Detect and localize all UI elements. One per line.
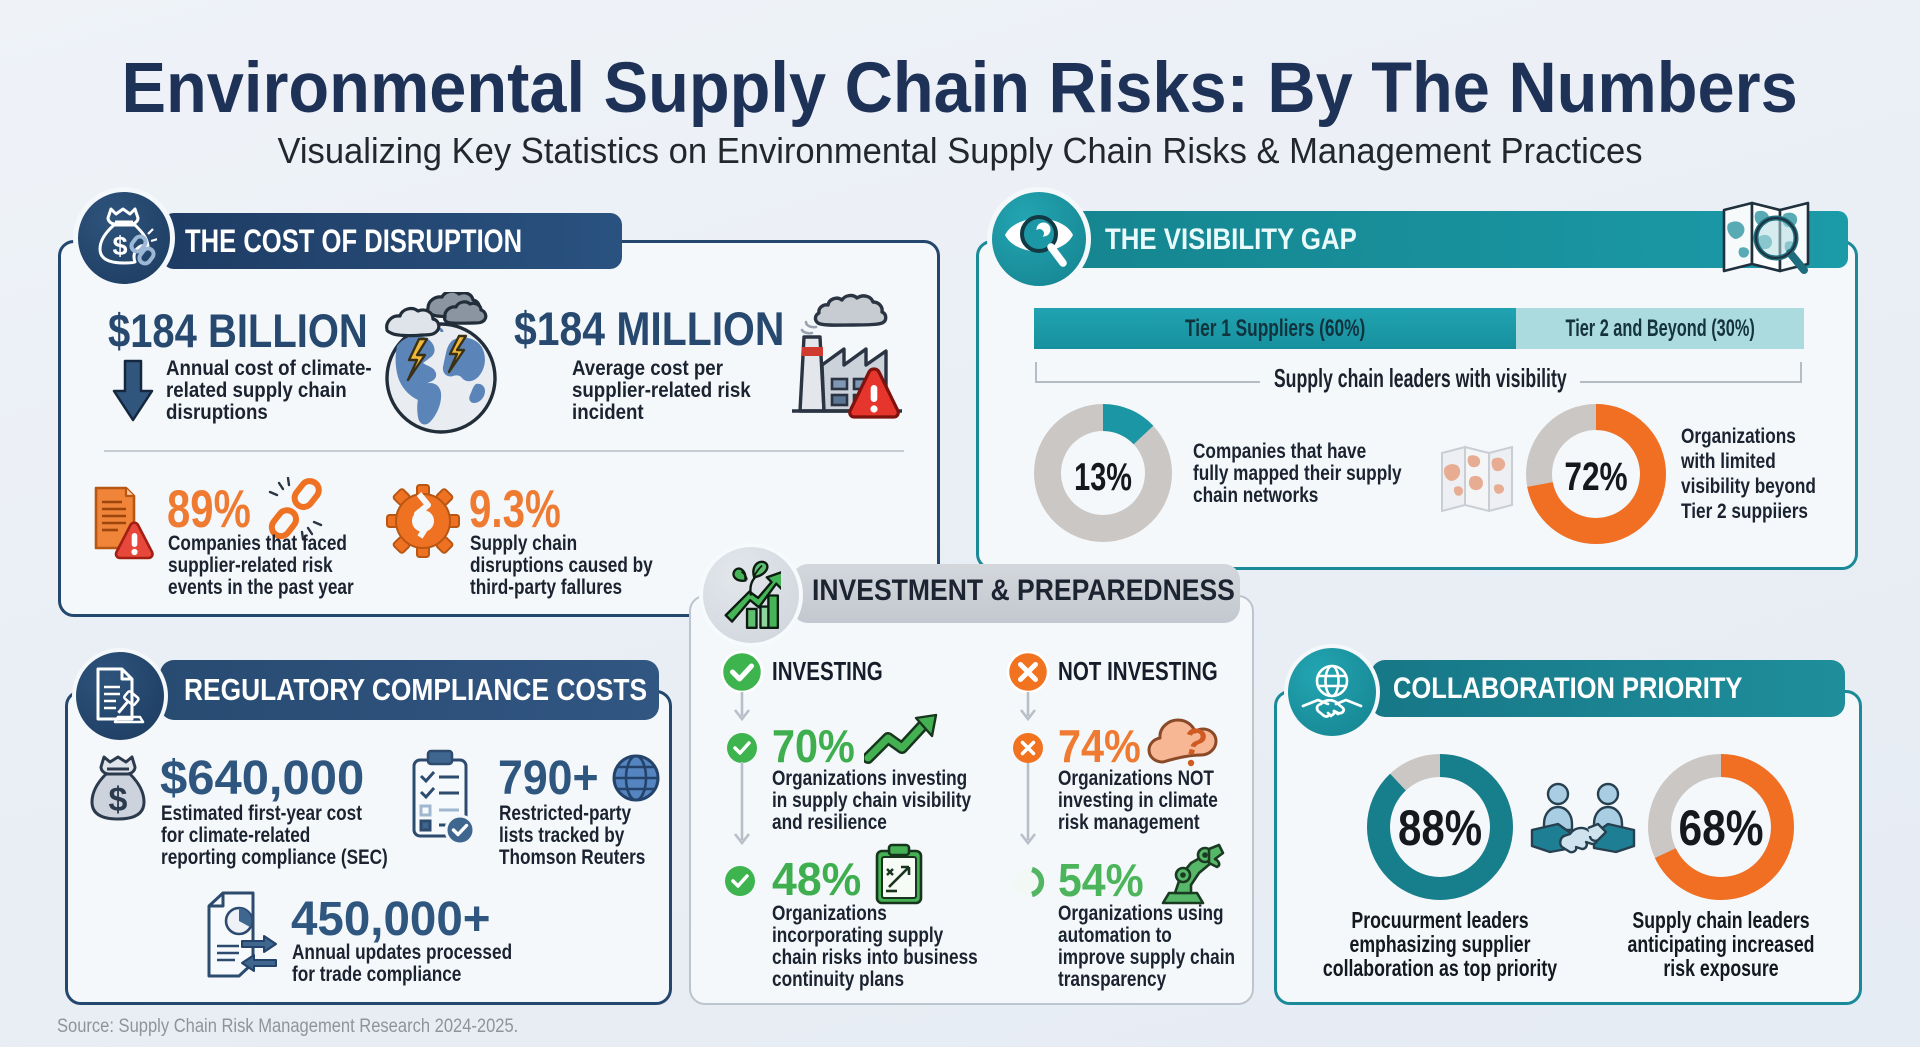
svg-text:$: $: [112, 231, 127, 261]
svg-text:$: $: [109, 781, 128, 819]
